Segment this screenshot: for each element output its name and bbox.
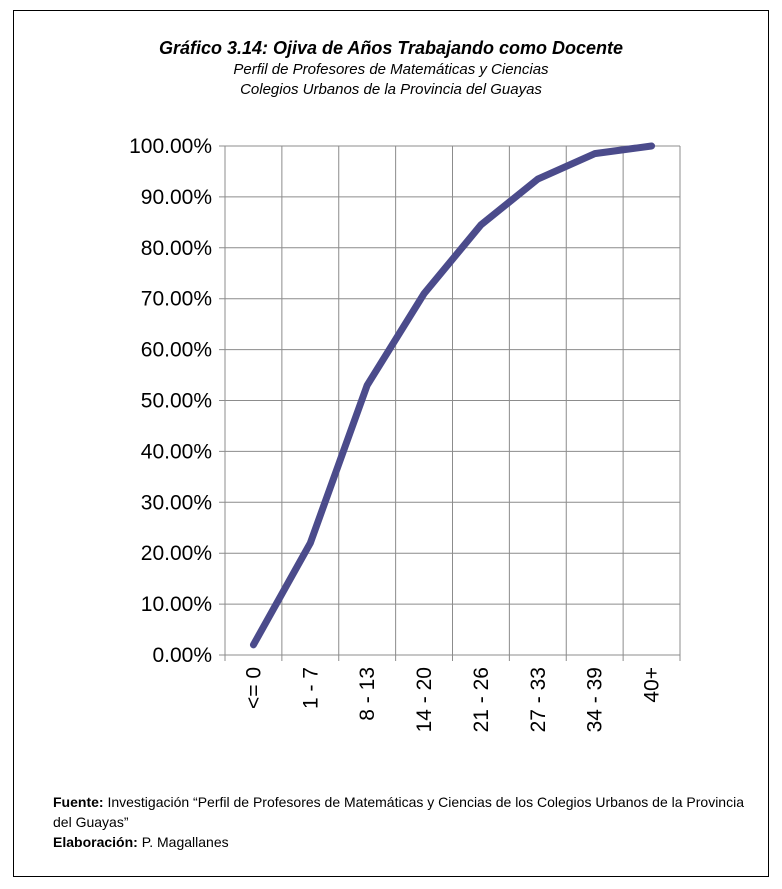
x-tick-label: 27 - 33 bbox=[527, 667, 550, 732]
x-tick-label: <= 0 bbox=[242, 667, 265, 709]
x-tick-label: 34 - 39 bbox=[584, 667, 607, 732]
x-tick-label: 8 - 13 bbox=[356, 667, 379, 721]
author-note: Elaboración: P. Magallanes bbox=[53, 832, 753, 852]
chart-subtitle-line1: Perfil de Profesores de Matemáticas y Ci… bbox=[233, 61, 549, 78]
source-text: Investigación “Perfil de Profesores de M… bbox=[53, 794, 744, 830]
x-tick-label: 14 - 20 bbox=[413, 667, 436, 732]
source-label: Fuente: bbox=[53, 794, 104, 810]
chart-grid bbox=[219, 145, 681, 661]
y-tick-label: 80.00% bbox=[141, 237, 212, 260]
y-tick-label: 100.00% bbox=[129, 135, 212, 158]
x-axis-ticks: <= 0 1 - 7 8 - 13 14 - 20 21 - 26 27 - 33 34 -… bbox=[242, 667, 663, 732]
ogive-chart: 0.00% 10.00% 20.00% 30.00% 40.00% 50.00% 60.00… bbox=[129, 135, 681, 732]
y-tick-label: 20.00% bbox=[141, 542, 212, 565]
author-text: P. Magallanes bbox=[141, 834, 229, 850]
y-tick-label: 60.00% bbox=[141, 339, 212, 362]
x-tick-label: 40+ bbox=[641, 667, 664, 703]
figure-notes: Fuente: Investigación “Perfil de Profeso… bbox=[53, 792, 753, 852]
chart-subtitle-line2: Colegios Urbanos de la Provincia del Gua… bbox=[240, 81, 542, 98]
ogive-line bbox=[249, 142, 656, 649]
x-tick-label: 21 - 26 bbox=[470, 667, 493, 732]
y-tick-label: 0.00% bbox=[152, 644, 212, 667]
source-note: Fuente: Investigación “Perfil de Profeso… bbox=[53, 792, 753, 832]
figure-frame bbox=[13, 10, 769, 877]
y-tick-label: 30.00% bbox=[141, 491, 212, 514]
series-ogive bbox=[249, 142, 656, 649]
x-tick-label: 1 - 7 bbox=[299, 667, 322, 709]
y-tick-label: 40.00% bbox=[141, 440, 212, 463]
chart-title: Gráfico 3.14: Ojiva de Años Trabajando c… bbox=[158, 38, 624, 58]
y-axis-ticks: 0.00% 10.00% 20.00% 30.00% 40.00% 50.00% 60.00… bbox=[129, 135, 212, 667]
author-label: Elaboración: bbox=[53, 834, 138, 850]
y-tick-label: 70.00% bbox=[141, 288, 212, 311]
y-tick-label: 90.00% bbox=[141, 186, 212, 209]
y-tick-label: 10.00% bbox=[141, 593, 212, 616]
y-tick-label: 50.00% bbox=[141, 390, 212, 413]
